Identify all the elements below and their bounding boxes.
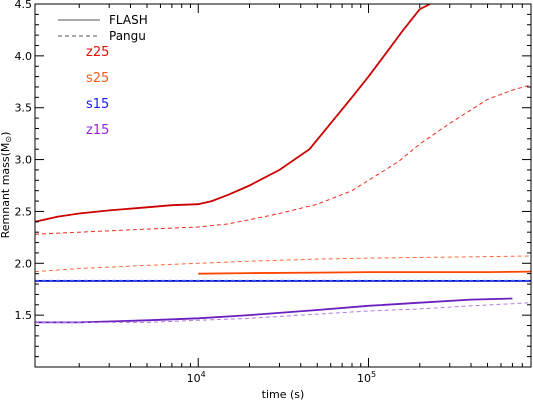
series-line-z15-pangu [35,302,532,323]
x-tick-label-base: 10 [357,372,371,385]
y-axis-title-close: ) [0,132,12,136]
series-layer [34,3,532,324]
legend-label-flash: FLASH [109,13,148,27]
y-tick-label: 4.0 [15,50,33,63]
x-axis-ticks: 104 105 [78,4,532,385]
y-tick-label: 4.5 [15,0,33,11]
series-line-z15-flash [35,297,513,324]
legend-label-pangu: Pangu [109,29,146,43]
series-line-z25-flash [34,3,431,223]
x-axis-title: time (s) [262,388,305,401]
y-tick-label: 3.0 [15,154,33,167]
series-line-s25-pangu [34,255,532,273]
y-axis-title: Remnant mass(M⊙) [0,132,13,239]
series-line-s25-flash [198,270,532,275]
x-tick-label: 104 [187,370,206,385]
y-axis-title-main: Remnant mass(M [0,143,12,239]
x-tick-label-base: 10 [187,372,201,385]
y-axis-title-sub: ⊙ [4,136,13,143]
series-line-z25-pangu [34,84,532,235]
x-tick-label-exp: 4 [201,370,206,379]
plot-frame [34,3,532,368]
model-label-z25: z25 [86,45,109,60]
y-tick-label: 1.5 [15,309,33,322]
model-label-s15: s15 [86,97,109,112]
y-tick-label: 2.5 [15,205,33,218]
y-tick-label: 3.5 [15,102,33,115]
model-label-s25: s25 [86,71,109,86]
model-labels: z25 s25 s15 z15 [86,45,109,138]
legend: FLASH Pangu [58,13,148,43]
model-label-z15: z15 [86,123,109,138]
y-tick-label: 2.0 [15,257,33,270]
x-tick-label-exp: 5 [371,370,376,379]
x-tick-label: 105 [357,370,376,385]
y-axis-ticks: 1.5 2.0 2.5 3.0 3.5 4.0 4.5 [15,0,531,358]
